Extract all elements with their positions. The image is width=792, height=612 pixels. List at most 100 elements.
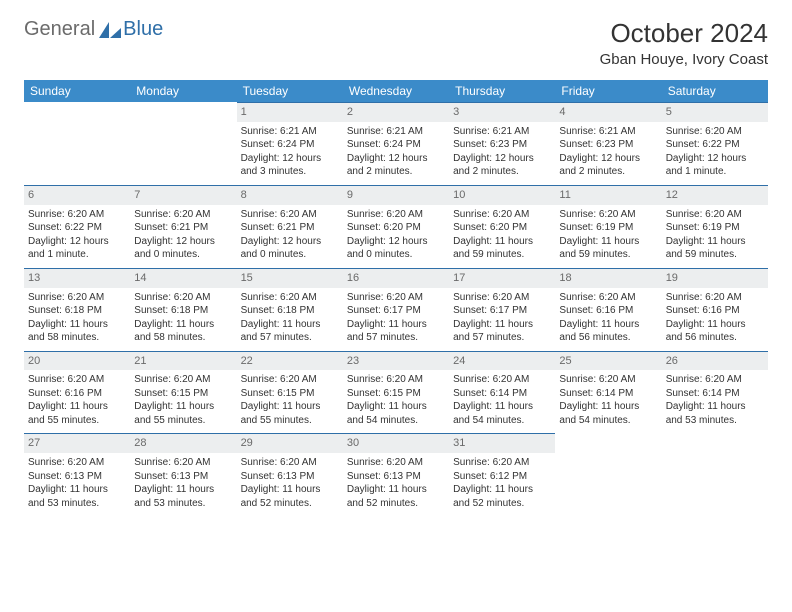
day-number: 19 [662, 268, 768, 288]
sunrise-value: 6:20 AM [280, 292, 317, 303]
sunrise-line: Sunrise: 6:20 AM [347, 373, 445, 387]
daylight-line: Daylight: 11 hours and 52 minutes. [453, 483, 551, 510]
sunset-line: Sunset: 6:13 PM [28, 470, 126, 484]
sunset-value: 6:14 PM [490, 388, 527, 399]
sunset-line: Sunset: 6:24 PM [347, 138, 445, 152]
sunrise-value: 6:20 AM [493, 457, 530, 468]
sunset-label: Sunset: [453, 222, 490, 233]
sunrise-label: Sunrise: [241, 126, 280, 137]
sunrise-value: 6:20 AM [599, 374, 636, 385]
day-number: 16 [343, 268, 449, 288]
sunrise-value: 6:20 AM [67, 374, 104, 385]
sunrise-label: Sunrise: [453, 126, 492, 137]
day-number: 18 [555, 268, 661, 288]
daylight-line: Daylight: 11 hours and 54 minutes. [347, 400, 445, 427]
sunrise-line: Sunrise: 6:20 AM [241, 291, 339, 305]
sunset-line: Sunset: 6:18 PM [28, 304, 126, 318]
daylight-line: Daylight: 11 hours and 58 minutes. [28, 318, 126, 345]
sunset-label: Sunset: [241, 388, 278, 399]
sunset-label: Sunset: [241, 139, 278, 150]
sunset-value: 6:22 PM [65, 222, 102, 233]
daylight-label: Daylight: [241, 401, 283, 412]
sunrise-label: Sunrise: [347, 126, 386, 137]
day-number: 17 [449, 268, 555, 288]
sunrise-value: 6:20 AM [705, 126, 742, 137]
sunset-label: Sunset: [241, 222, 278, 233]
daylight-label: Daylight: [28, 236, 70, 247]
sunset-line: Sunset: 6:17 PM [347, 304, 445, 318]
sunrise-value: 6:20 AM [386, 209, 423, 220]
sunrise-line: Sunrise: 6:20 AM [134, 291, 232, 305]
daylight-line: Daylight: 11 hours and 54 minutes. [559, 400, 657, 427]
day-number: 30 [343, 433, 449, 453]
weekday-header: Sunday [24, 80, 130, 102]
sunset-value: 6:14 PM [702, 388, 739, 399]
daylight-label: Daylight: [241, 484, 283, 495]
sunrise-line: Sunrise: 6:20 AM [559, 291, 657, 305]
daylight-label: Daylight: [666, 153, 708, 164]
sunrise-label: Sunrise: [453, 209, 492, 220]
sunset-value: 6:16 PM [65, 388, 102, 399]
sunset-line: Sunset: 6:16 PM [666, 304, 764, 318]
calendar-cell [662, 433, 768, 516]
daylight-line: Daylight: 11 hours and 56 minutes. [666, 318, 764, 345]
daylight-label: Daylight: [134, 319, 176, 330]
sunrise-value: 6:21 AM [280, 126, 317, 137]
sunrise-value: 6:20 AM [705, 292, 742, 303]
daylight-line: Daylight: 12 hours and 1 minute. [666, 152, 764, 179]
day-number: 24 [449, 351, 555, 371]
sunrise-line: Sunrise: 6:20 AM [134, 456, 232, 470]
daylight-line: Daylight: 11 hours and 57 minutes. [347, 318, 445, 345]
sunrise-line: Sunrise: 6:20 AM [453, 208, 551, 222]
sunrise-value: 6:20 AM [280, 209, 317, 220]
calendar-week: 6Sunrise: 6:20 AMSunset: 6:22 PMDaylight… [24, 185, 768, 268]
sunset-label: Sunset: [347, 305, 384, 316]
calendar-cell: 21Sunrise: 6:20 AMSunset: 6:15 PMDayligh… [130, 351, 236, 434]
sunrise-line: Sunrise: 6:20 AM [28, 208, 126, 222]
daylight-line: Daylight: 12 hours and 0 minutes. [347, 235, 445, 262]
daylight-line: Daylight: 11 hours and 57 minutes. [241, 318, 339, 345]
sail-icon [99, 22, 121, 38]
daylight-line: Daylight: 11 hours and 55 minutes. [28, 400, 126, 427]
daylight-line: Daylight: 11 hours and 53 minutes. [666, 400, 764, 427]
sunset-line: Sunset: 6:20 PM [347, 221, 445, 235]
sunset-value: 6:19 PM [596, 222, 633, 233]
sunset-line: Sunset: 6:15 PM [134, 387, 232, 401]
sunrise-line: Sunrise: 6:20 AM [666, 208, 764, 222]
sunset-line: Sunset: 6:14 PM [453, 387, 551, 401]
calendar-cell: 4Sunrise: 6:21 AMSunset: 6:23 PMDaylight… [555, 102, 661, 185]
sunrise-value: 6:20 AM [705, 209, 742, 220]
day-number: 31 [449, 433, 555, 453]
sunrise-value: 6:20 AM [174, 374, 211, 385]
sunset-value: 6:24 PM [384, 139, 421, 150]
sunrise-line: Sunrise: 6:20 AM [347, 291, 445, 305]
calendar-cell: 7Sunrise: 6:20 AMSunset: 6:21 PMDaylight… [130, 185, 236, 268]
calendar-cell: 22Sunrise: 6:20 AMSunset: 6:15 PMDayligh… [237, 351, 343, 434]
day-number: 14 [130, 268, 236, 288]
sunrise-value: 6:21 AM [386, 126, 423, 137]
sunset-line: Sunset: 6:16 PM [28, 387, 126, 401]
calendar-cell: 24Sunrise: 6:20 AMSunset: 6:14 PMDayligh… [449, 351, 555, 434]
sunset-label: Sunset: [559, 139, 596, 150]
calendar-week: 27Sunrise: 6:20 AMSunset: 6:13 PMDayligh… [24, 433, 768, 516]
sunrise-label: Sunrise: [28, 292, 67, 303]
sunset-line: Sunset: 6:23 PM [453, 138, 551, 152]
calendar-head: SundayMondayTuesdayWednesdayThursdayFrid… [24, 80, 768, 102]
daylight-label: Daylight: [453, 153, 495, 164]
day-number: 9 [343, 185, 449, 205]
sunset-line: Sunset: 6:19 PM [666, 221, 764, 235]
daylight-label: Daylight: [666, 401, 708, 412]
sunset-value: 6:17 PM [490, 305, 527, 316]
calendar-cell: 17Sunrise: 6:20 AMSunset: 6:17 PMDayligh… [449, 268, 555, 351]
sunrise-value: 6:21 AM [493, 126, 530, 137]
sunrise-line: Sunrise: 6:20 AM [453, 291, 551, 305]
day-number: 10 [449, 185, 555, 205]
day-number: 12 [662, 185, 768, 205]
daylight-label: Daylight: [241, 153, 283, 164]
sunset-value: 6:20 PM [384, 222, 421, 233]
daylight-label: Daylight: [134, 236, 176, 247]
daylight-label: Daylight: [666, 236, 708, 247]
day-number: 3 [449, 102, 555, 122]
sunset-line: Sunset: 6:21 PM [241, 221, 339, 235]
sunset-label: Sunset: [134, 471, 171, 482]
